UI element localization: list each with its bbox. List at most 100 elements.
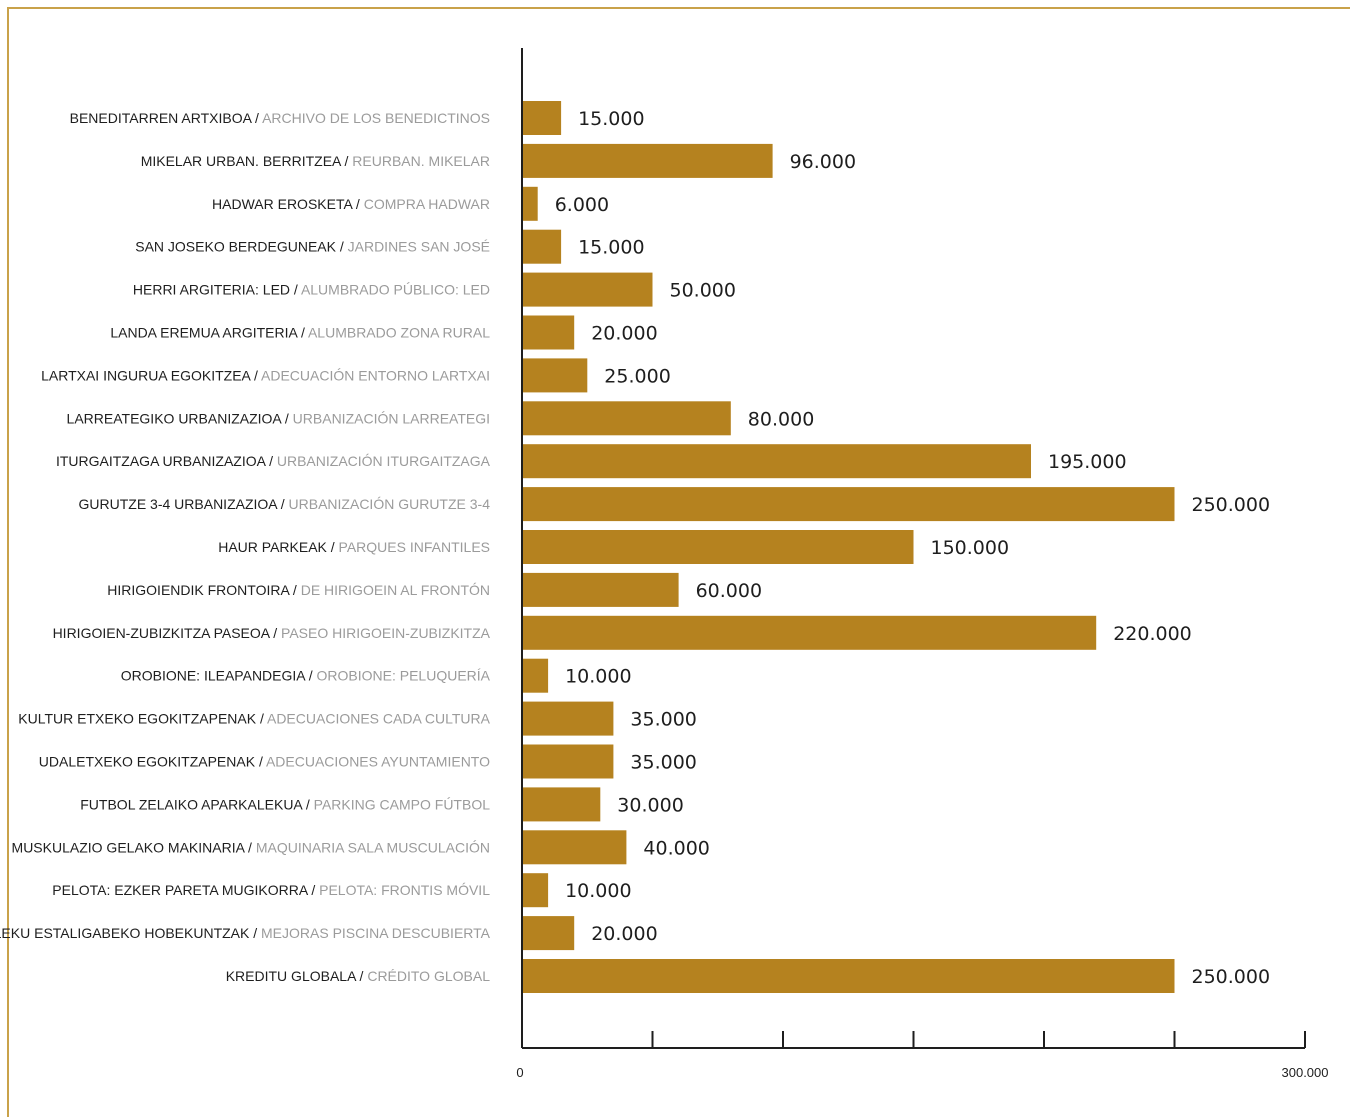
x-tick-label: 300.000 <box>1282 1065 1329 1080</box>
bar <box>523 444 1031 479</box>
category-label: LARTXAI INGURUA EGOKITZEA / ADECUACIÓN E… <box>41 367 490 383</box>
category-label: FUTBOL ZELAIKO APARKALEKUA / PARKING CAM… <box>80 796 490 812</box>
category-label-eu: FUTBOL ZELAIKO APARKALEKUA / <box>80 796 313 812</box>
category-label-es: PELOTA: FRONTIS MÓVIL <box>319 882 490 898</box>
category-label-es: CRÉDITO GLOBAL <box>367 968 490 984</box>
category-label-eu: MUSKULAZIO GELAKO MAKINARIA / <box>12 839 256 855</box>
value-label: 15.000 <box>578 237 644 259</box>
category-label: IGERILEKU ESTALIGABEKO HOBEKUNTZAK / MEJ… <box>0 925 491 941</box>
value-label: 6.000 <box>555 194 609 216</box>
category-label-eu: PELOTA: EZKER PARETA MUGIKORRA / <box>52 882 319 898</box>
category-label-eu: LANDA EREMUA ARGITERIA / <box>110 325 308 341</box>
bar <box>523 873 549 908</box>
category-label-es: DE HIRIGOEIN AL FRONTÓN <box>301 582 490 598</box>
bar <box>523 787 601 822</box>
value-label: 96.000 <box>790 151 856 173</box>
category-label-eu: SAN JOSEKO BERDEGUNEAK / <box>135 239 347 255</box>
category-label: MUSKULAZIO GELAKO MAKINARIA / MAQUINARIA… <box>12 839 490 855</box>
category-label: HIRIGOIENDIK FRONTOIRA / DE HIRIGOEIN AL… <box>107 582 490 598</box>
category-label-es: REURBAN. MIKELAR <box>352 153 490 169</box>
category-label-es: JARDINES SAN JOSÉ <box>348 239 490 255</box>
category-label: PELOTA: EZKER PARETA MUGIKORRA / PELOTA:… <box>52 882 490 898</box>
category-label: OROBIONE: ILEAPANDEGIA / OROBIONE: PELUQ… <box>121 668 491 684</box>
category-label-eu: HAUR PARKEAK / <box>218 539 338 555</box>
bar <box>523 959 1175 993</box>
bar <box>523 744 614 779</box>
bar <box>523 701 614 736</box>
category-label: SAN JOSEKO BERDEGUNEAK / JARDINES SAN JO… <box>135 239 490 255</box>
value-label: 50.000 <box>670 280 736 302</box>
bar <box>523 401 731 436</box>
category-label-eu: LARREATEGIKO URBANIZAZIOA / <box>67 410 293 426</box>
value-label: 20.000 <box>591 323 657 345</box>
bar <box>523 358 588 393</box>
bar <box>523 530 914 564</box>
bar <box>523 186 538 221</box>
value-label: 195.000 <box>1048 451 1127 473</box>
category-label-eu: GURUTZE 3-4 URBANIZAZIOA / <box>79 496 289 512</box>
category-label-eu: OROBIONE: ILEAPANDEGIA / <box>121 668 317 684</box>
category-label: BENEDITARREN ARTXIBOA / ARCHIVO DE LOS B… <box>70 110 490 126</box>
value-label: 35.000 <box>630 752 696 774</box>
bar <box>523 487 1175 522</box>
bar <box>523 572 679 607</box>
value-label: 250.000 <box>1192 494 1271 516</box>
x-tick-label: 0 <box>516 1065 523 1080</box>
category-label-es: ADECUACIÓN ENTORNO LARTXAI <box>261 367 490 383</box>
value-label: 10.000 <box>565 666 631 688</box>
value-label: 60.000 <box>696 580 762 602</box>
value-label: 150.000 <box>931 537 1010 559</box>
value-label: 80.000 <box>748 408 814 430</box>
category-label-es: MEJORAS PISCINA DESCUBIERTA <box>261 925 491 941</box>
value-label: 25.000 <box>604 365 670 387</box>
category-label: LARREATEGIKO URBANIZAZIOA / URBANIZACIÓN… <box>67 410 490 426</box>
category-label-es: PASEO HIRIGOEIN-ZUBIZKITZA <box>281 625 491 641</box>
category-label: ITURGAITZAGA URBANIZAZIOA / URBANIZACIÓN… <box>56 453 491 469</box>
category-label-es: ARCHIVO DE LOS BENEDICTINOS <box>262 110 490 126</box>
category-label: HADWAR EROSKETA / COMPRA HADWAR <box>212 196 490 212</box>
category-label: MIKELAR URBAN. BERRITZEA / REURBAN. MIKE… <box>141 153 490 169</box>
category-label: UDALETXEKO EGOKITZAPENAK / ADECUACIONES … <box>39 754 490 770</box>
category-label-eu: HIRIGOIEN-ZUBIZKITZA PASEOA / <box>53 625 281 641</box>
category-label-es: OROBIONE: PELUQUERÍA <box>317 668 491 684</box>
category-label-eu: KREDITU GLOBALA / <box>226 968 368 984</box>
bar <box>523 830 627 865</box>
category-label-eu: MIKELAR URBAN. BERRITZEA / <box>141 153 353 169</box>
chart-frame <box>7 7 1350 1117</box>
bar <box>523 272 653 307</box>
category-label-eu: HIRIGOIENDIK FRONTOIRA / <box>107 582 300 598</box>
category-label-eu: HADWAR EROSKETA / <box>212 196 364 212</box>
category-label-es: COMPRA HADWAR <box>364 196 490 212</box>
category-label-es: URBANIZACIÓN ITURGAITZAGA <box>277 453 491 469</box>
category-label-es: ALUMBRADO PÚBLICO: LED <box>301 282 490 298</box>
bar <box>523 916 575 951</box>
bar <box>523 615 1097 650</box>
category-label-es: MAQUINARIA SALA MUSCULACIÓN <box>256 839 490 855</box>
value-label: 220.000 <box>1113 623 1192 645</box>
bar <box>523 315 575 350</box>
value-label: 10.000 <box>565 880 631 902</box>
value-label: 20.000 <box>591 923 657 945</box>
category-label-es: PARQUES INFANTILES <box>339 539 490 555</box>
category-label-eu: ITURGAITZAGA URBANIZAZIOA / <box>56 453 277 469</box>
category-label: LANDA EREMUA ARGITERIA / ALUMBRADO ZONA … <box>110 325 490 341</box>
category-label-es: PARKING CAMPO FÚTBOL <box>314 796 491 812</box>
category-label: KULTUR ETXEKO EGOKITZAPENAK / ADECUACION… <box>18 711 490 727</box>
category-label: HERRI ARGITERIA: LED / ALUMBRADO PÚBLICO… <box>133 282 490 298</box>
bar <box>523 229 562 264</box>
category-label-eu: HERRI ARGITERIA: LED / <box>133 282 301 298</box>
bar <box>523 143 773 178</box>
category-label-eu: KULTUR ETXEKO EGOKITZAPENAK / <box>18 711 267 727</box>
category-label: HAUR PARKEAK / PARQUES INFANTILES <box>218 539 490 555</box>
category-label-eu: LARTXAI INGURUA EGOKITZEA / <box>41 367 261 383</box>
value-label: 30.000 <box>617 794 683 816</box>
category-label-es: ALUMBRADO ZONA RURAL <box>308 325 490 341</box>
category-label: KREDITU GLOBALA / CRÉDITO GLOBAL <box>226 968 490 984</box>
bar <box>523 658 549 693</box>
value-label: 250.000 <box>1192 966 1271 988</box>
category-label: HIRIGOIEN-ZUBIZKITZA PASEOA / PASEO HIRI… <box>53 625 491 641</box>
value-label: 40.000 <box>643 837 709 859</box>
category-label-eu: BENEDITARREN ARTXIBOA / <box>70 110 262 126</box>
value-label: 35.000 <box>630 709 696 731</box>
